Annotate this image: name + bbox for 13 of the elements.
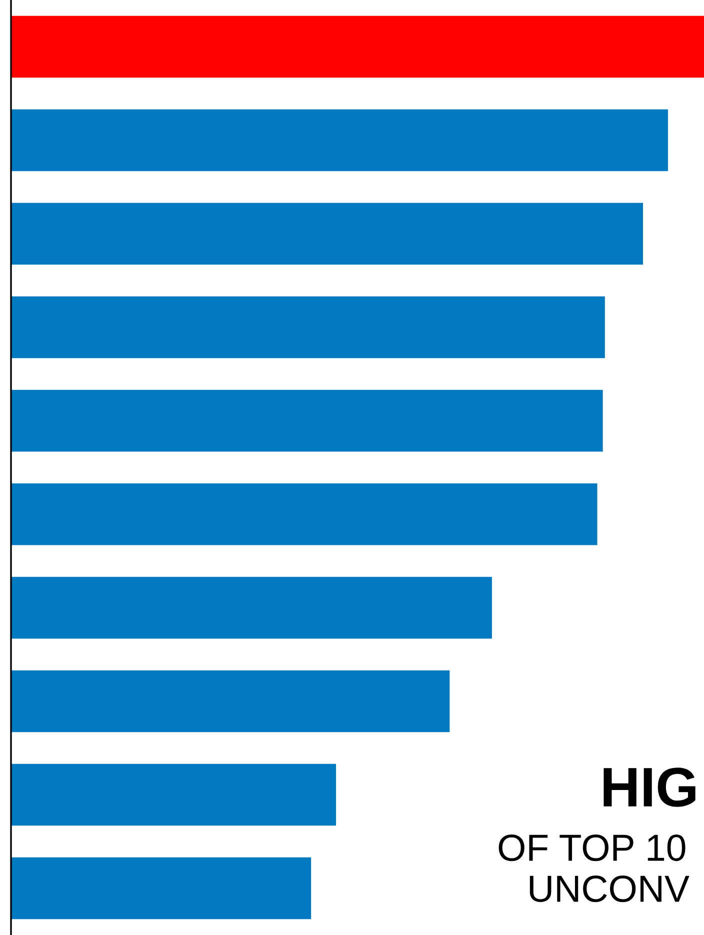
bar — [11, 109, 668, 172]
bar — [11, 390, 603, 452]
annotation: UNCONV — [530, 876, 690, 902]
annotation: OF TOP 10 — [498, 834, 686, 862]
bar — [11, 202, 644, 265]
bar — [11, 16, 704, 78]
bar — [11, 764, 336, 826]
bar — [11, 670, 450, 732]
bar — [11, 857, 312, 920]
bar — [11, 483, 598, 546]
bar — [11, 296, 605, 358]
bar — [11, 576, 492, 639]
annotation: HIG — [604, 768, 696, 807]
